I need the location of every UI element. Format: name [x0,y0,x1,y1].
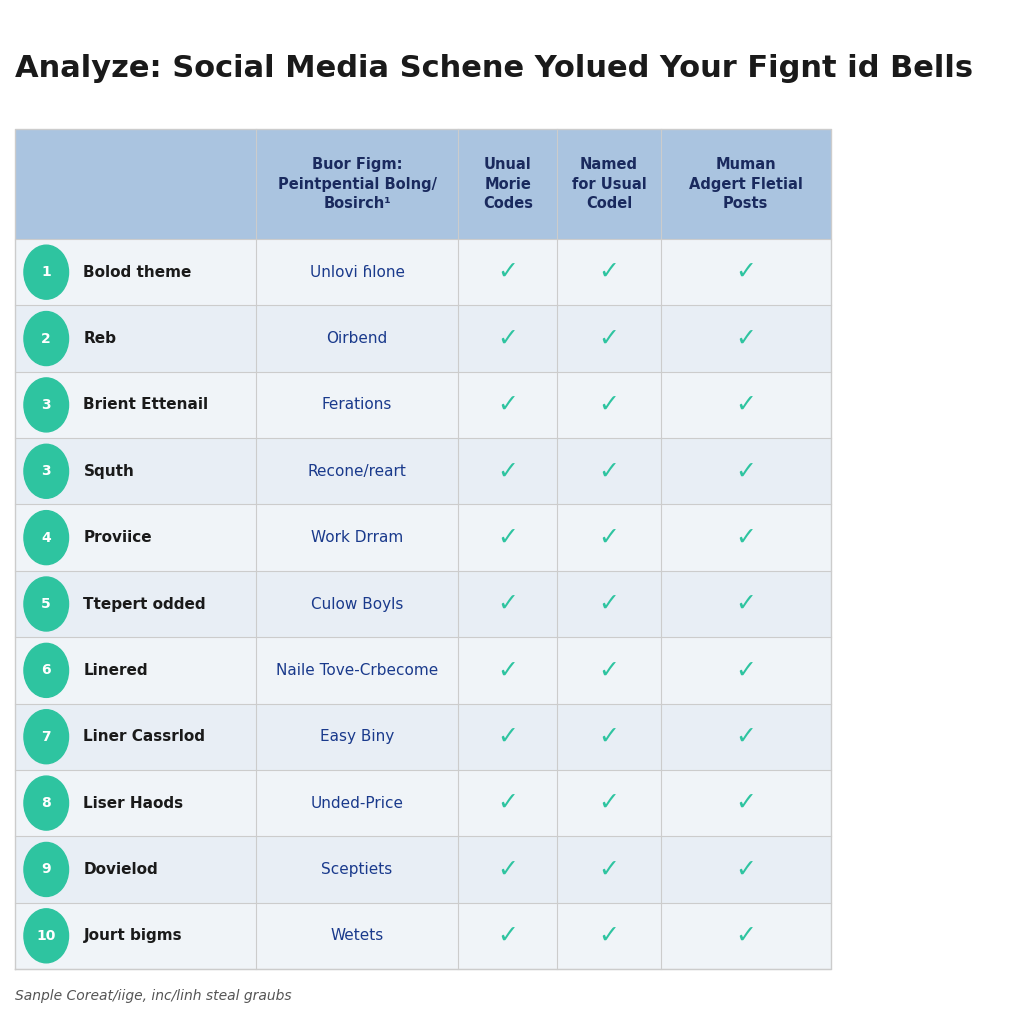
Circle shape [24,511,69,564]
Text: ✓: ✓ [498,924,518,948]
Text: Reb: Reb [83,331,117,346]
Text: Unded-Price: Unded-Price [310,796,403,811]
Text: ✓: ✓ [598,460,620,483]
Text: ✓: ✓ [498,857,518,882]
Circle shape [24,444,69,499]
Text: ✓: ✓ [498,725,518,749]
Text: Named
for Usual
Codel: Named for Usual Codel [571,157,646,211]
FancyBboxPatch shape [15,438,830,505]
FancyBboxPatch shape [15,837,830,902]
Text: ✓: ✓ [598,924,620,948]
FancyBboxPatch shape [15,505,830,570]
Text: ✓: ✓ [598,658,620,682]
Circle shape [24,245,69,299]
Text: ✓: ✓ [598,857,620,882]
Text: Sceptiets: Sceptiets [322,862,393,877]
Text: ✓: ✓ [498,792,518,815]
Text: Ttepert odded: Ttepert odded [83,597,206,611]
FancyBboxPatch shape [15,239,830,305]
Text: ✓: ✓ [735,857,756,882]
Text: Squth: Squth [83,464,134,479]
Text: ✓: ✓ [598,393,620,417]
FancyBboxPatch shape [15,703,830,770]
Text: ✓: ✓ [498,260,518,285]
Text: ✓: ✓ [498,460,518,483]
Text: 2: 2 [41,332,51,345]
Text: 6: 6 [41,664,51,677]
Text: 9: 9 [41,862,51,877]
Text: 7: 7 [41,730,51,743]
FancyBboxPatch shape [15,902,830,969]
Text: Bolod theme: Bolod theme [83,264,191,280]
Text: ✓: ✓ [598,792,620,815]
Text: ✓: ✓ [735,924,756,948]
Circle shape [24,378,69,432]
Text: ✓: ✓ [735,592,756,616]
Text: ✓: ✓ [498,658,518,682]
Text: Analyze: Social Media Schene Yolued Your Fignt id Bells: Analyze: Social Media Schene Yolued Your… [15,54,973,83]
Text: Buor Figm:
Peintpential Bolng/
Bosirch¹: Buor Figm: Peintpential Bolng/ Bosirch¹ [278,157,436,211]
Text: Oirbend: Oirbend [327,331,388,346]
Text: Easy Biny: Easy Biny [319,729,394,744]
Text: 8: 8 [41,796,51,810]
Text: ✓: ✓ [735,792,756,815]
Text: Jourt bigms: Jourt bigms [83,929,182,943]
Text: ✓: ✓ [735,525,756,550]
Circle shape [24,776,69,830]
Text: Naile Tove-Crbecome: Naile Tove-Crbecome [276,663,438,678]
Text: ✓: ✓ [598,260,620,285]
FancyBboxPatch shape [15,129,830,239]
Text: ✓: ✓ [735,260,756,285]
Text: Culow Boyls: Culow Boyls [311,597,403,611]
Text: 3: 3 [41,398,51,412]
Text: Unlovi ɦlone: Unlovi ɦlone [309,264,404,280]
Circle shape [24,311,69,366]
Text: 1: 1 [41,265,51,280]
Text: ✓: ✓ [598,525,620,550]
Text: Liner Cassrlod: Liner Cassrlod [83,729,206,744]
Text: Work Drram: Work Drram [311,530,403,545]
Text: Proviice: Proviice [83,530,152,545]
Text: ✓: ✓ [735,393,756,417]
FancyBboxPatch shape [15,570,830,637]
Text: Muman
Adgert Fletial
Posts: Muman Adgert Fletial Posts [689,157,803,211]
FancyBboxPatch shape [15,372,830,438]
Circle shape [24,710,69,764]
Text: 3: 3 [41,464,51,478]
Text: ✓: ✓ [498,327,518,350]
Text: Unual
Morie
Codes: Unual Morie Codes [482,157,532,211]
Text: Recone/reart: Recone/reart [307,464,407,479]
Text: Liser Haods: Liser Haods [83,796,183,811]
Circle shape [24,643,69,697]
Text: ✓: ✓ [498,525,518,550]
Text: Dovielod: Dovielod [83,862,158,877]
Text: Wetets: Wetets [331,929,384,943]
Text: ✓: ✓ [498,592,518,616]
Text: ✓: ✓ [598,592,620,616]
Text: ✓: ✓ [735,327,756,350]
Text: 10: 10 [37,929,56,943]
Text: ✓: ✓ [498,393,518,417]
Text: ✓: ✓ [735,460,756,483]
Text: 5: 5 [41,597,51,611]
FancyBboxPatch shape [15,770,830,837]
Circle shape [24,577,69,631]
Text: Linered: Linered [83,663,148,678]
Text: 4: 4 [41,530,51,545]
Text: ✓: ✓ [735,658,756,682]
Text: ✓: ✓ [598,327,620,350]
FancyBboxPatch shape [15,637,830,703]
FancyBboxPatch shape [15,305,830,372]
Text: ✓: ✓ [735,725,756,749]
Text: ✓: ✓ [598,725,620,749]
Text: Ferations: Ferations [322,397,392,413]
Text: Sanple Coreat/iige, inc/linh steal graubs: Sanple Coreat/iige, inc/linh steal graub… [15,989,292,1002]
Text: Brient Ettenail: Brient Ettenail [83,397,209,413]
Circle shape [24,843,69,896]
Circle shape [24,909,69,963]
